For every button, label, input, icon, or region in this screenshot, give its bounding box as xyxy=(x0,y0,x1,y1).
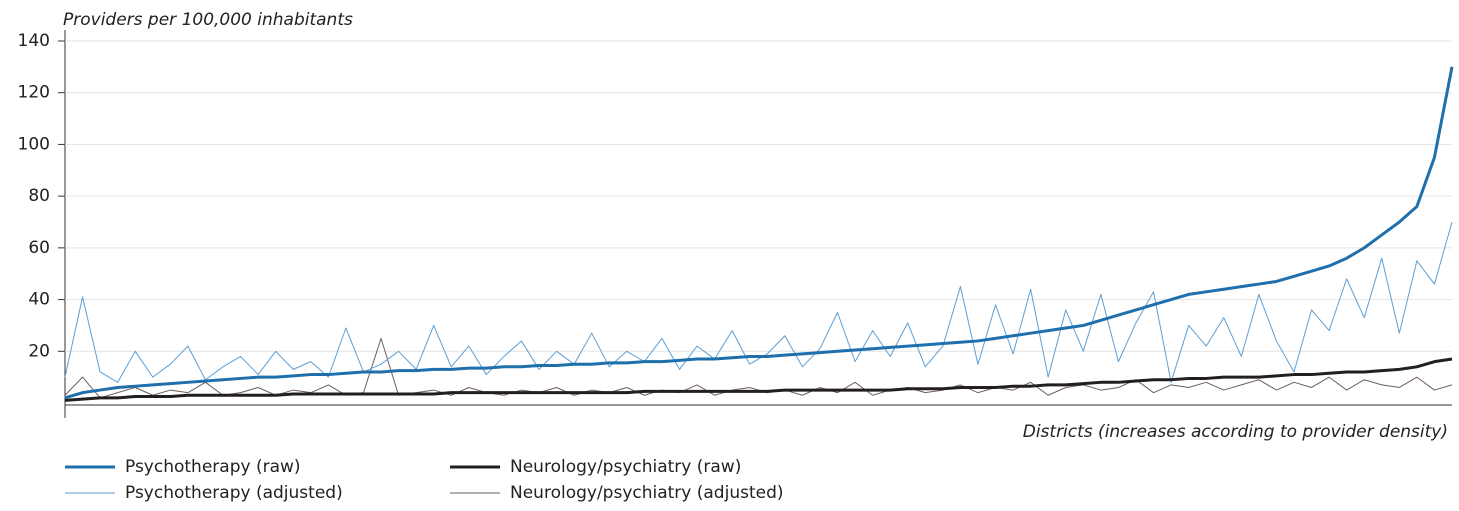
series-line xyxy=(64,66,1454,400)
legend-label: Neurology/psychiatry (raw) xyxy=(510,457,741,477)
y-tick-label: 40 xyxy=(28,290,50,310)
x-axis-label: Districts (increases according to provid… xyxy=(1023,422,1448,442)
legend-label: Psychotherapy (raw) xyxy=(125,457,301,477)
legend-label: Psychotherapy (adjusted) xyxy=(125,483,343,503)
y-tick-label: 60 xyxy=(28,238,50,258)
y-tick-label: 20 xyxy=(28,341,50,361)
legend-label: Neurology/psychiatry (adjusted) xyxy=(510,483,784,503)
series-line xyxy=(64,357,1453,402)
series-line xyxy=(64,221,1453,383)
y-axis-label: Providers per 100,000 inhabitants xyxy=(63,10,353,30)
y-tick-label: 140 xyxy=(18,31,50,51)
y-tick-label: 100 xyxy=(18,134,50,154)
y-tick-label: 120 xyxy=(18,83,50,103)
y-tick-label: 80 xyxy=(28,186,50,206)
